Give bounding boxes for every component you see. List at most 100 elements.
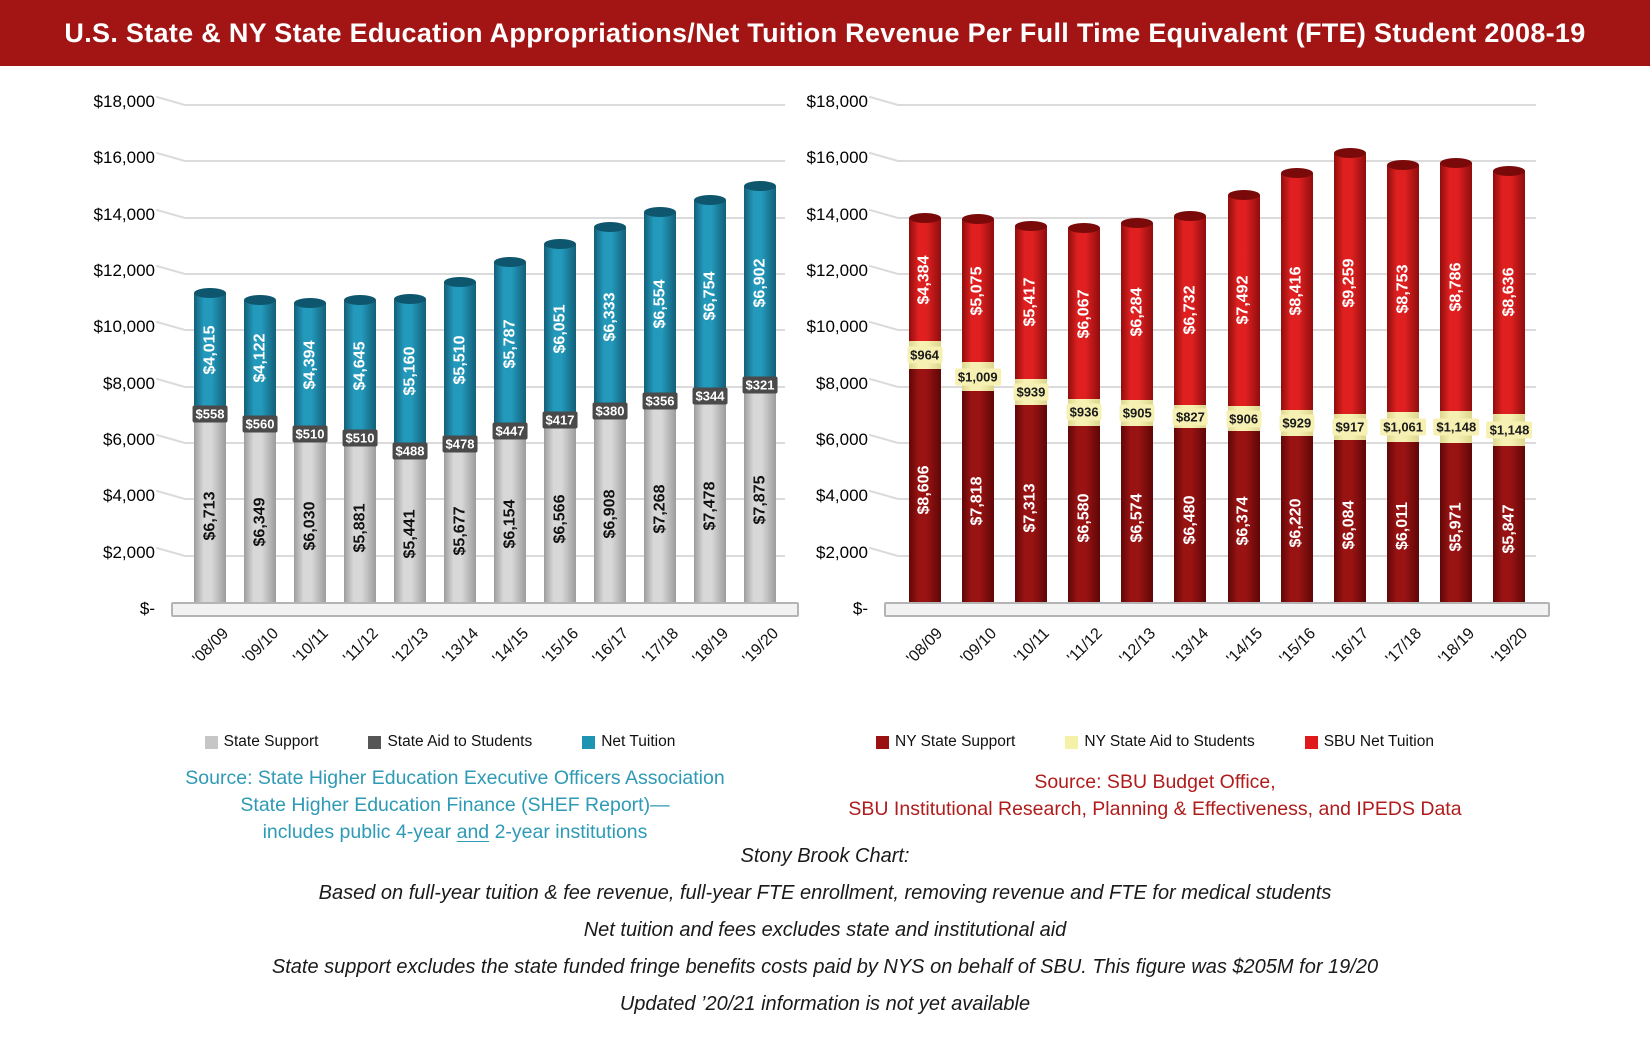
stacked-bar: $6,566 $417 $6,051 (542, 104, 578, 611)
bar-segment: $7,818 (961, 390, 994, 611)
y-axis-label: $8,000 (816, 373, 868, 393)
bar-value-label: $6,908 (601, 489, 618, 539)
bar-value-label: $7,875 (751, 475, 768, 525)
bar-slot: $5,971 $1,148 $8,786 '18/19 (1430, 104, 1483, 667)
bar-value-label: $6,154 (501, 499, 518, 549)
x-axis-label: '18/19 (1435, 625, 1479, 668)
page-title: U.S. State & NY State Education Appropri… (64, 17, 1586, 48)
bar-value-label: $6,284 (1128, 287, 1146, 337)
bar-segment: $939 (1013, 378, 1049, 406)
gridline-tick (155, 95, 186, 106)
bar-segment: $7,478 (694, 400, 726, 611)
bar-segment: $8,606 (908, 368, 941, 611)
footer-notes: Stony Brook Chart: Based on full-year tu… (0, 838, 1650, 1023)
bar-segment: $5,881 (344, 445, 376, 611)
gridline (868, 264, 1536, 275)
bar-segment: $4,015 (194, 288, 226, 407)
bar-value-label: $906 (1226, 410, 1262, 428)
gridline-tick (868, 546, 899, 557)
gridline (155, 95, 785, 106)
x-axis-label: '14/15 (1223, 625, 1266, 668)
bar-value-label: $6,902 (751, 258, 768, 308)
x-axis-label: '11/12 (340, 625, 383, 667)
legend-label: State Support (223, 733, 319, 750)
gridline (155, 264, 785, 275)
bar-segment: $8,416 (1280, 167, 1313, 410)
footer-line5: Updated ’20/21 information is not yet av… (619, 993, 1031, 1015)
sbu-source-note: Source: SBU Budget Office, SBU Instituti… (830, 769, 1480, 823)
bar-value-label: $6,574 (1128, 493, 1146, 543)
y-axis-label: $6,000 (103, 430, 155, 449)
y-axis-label: $18,000 (806, 92, 868, 111)
bar-segment: $380 (592, 402, 628, 420)
y-axis-label: $18,000 (93, 92, 155, 111)
gridline-tick (868, 377, 899, 388)
stacked-bar: $7,313 $939 $5,417 (1013, 104, 1049, 611)
bar-segment: $6,154 (494, 437, 526, 611)
gridline-tick (868, 152, 899, 163)
gridline (155, 208, 785, 219)
bar-slot: $7,313 $939 $5,417 '10/11 (1004, 104, 1057, 667)
stacked-bar: $6,220 $929 $8,416 (1279, 104, 1315, 611)
bar-segment: $8,786 (1440, 158, 1473, 411)
cylinder-cap (594, 222, 626, 233)
bar-value-label: $827 (1172, 408, 1208, 426)
bar-value-label: $558 (192, 405, 228, 423)
legend-swatch (876, 735, 890, 749)
stacked-bar: $6,030 $510 $4,394 (292, 104, 328, 611)
gridline-tick (155, 264, 186, 275)
bar-segment: $5,441 (394, 457, 426, 611)
x-axis-label: '11/12 (1064, 625, 1107, 667)
cylinder-cap (908, 213, 941, 223)
y-axis-label: $12,000 (806, 261, 868, 280)
bar-segment: $321 (742, 376, 778, 394)
footer-line2: Based on full-year tuition & fee revenue… (318, 882, 1332, 904)
gridline-tick (155, 208, 186, 219)
x-axis-label: '18/19 (689, 625, 733, 668)
y-axis-label: $10,000 (93, 317, 155, 337)
bar-segment: $1,148 (1433, 410, 1480, 443)
bar-value-label: $478 (442, 435, 478, 453)
bar-segment: $510 (292, 425, 328, 443)
cylinder-cap (194, 288, 226, 299)
bar-segment: $906 (1226, 405, 1262, 432)
bar-value-label: $6,051 (551, 304, 568, 354)
bar-value-label: $8,753 (1394, 264, 1412, 314)
bar-segment: $6,732 (1174, 210, 1207, 406)
legend-label: NY State Support (895, 733, 1016, 750)
bar-value-label: $929 (1279, 414, 1315, 432)
bar-slot: $5,847 $1,148 $8,636 '19/20 (1483, 104, 1536, 667)
bar-value-label: $447 (492, 422, 528, 440)
bar-slot: $7,478 $344 $6,754 '18/19 (685, 104, 735, 667)
bar-value-label: $6,566 (551, 494, 568, 543)
sbu-source-line1: Source: SBU Budget Office, (1034, 771, 1276, 793)
bar-segment: $478 (442, 435, 478, 453)
bar-value-label: $5,881 (351, 503, 368, 553)
x-axis-label: '19/20 (1488, 625, 1532, 668)
bar-value-label: $6,220 (1287, 498, 1305, 548)
bar-segment: $356 (642, 392, 678, 410)
y-axis-label: $4,000 (816, 486, 868, 506)
stacked-bar: $5,971 $1,148 $8,786 (1433, 104, 1480, 611)
bar-segment: $6,566 (544, 426, 576, 611)
bar-slot: $6,908 $380 $6,333 '16/17 (585, 104, 635, 667)
legend-label: NY State Aid to Students (1084, 733, 1255, 750)
cylinder-cap (394, 293, 426, 304)
y-axis-label: $4,000 (103, 486, 155, 506)
legend-item: NY State Aid to Students (1065, 733, 1255, 751)
y-axis-label: $2,000 (103, 542, 155, 562)
bar-value-label: $964 (907, 346, 943, 364)
stacked-bar: $7,818 $1,009 $5,075 (954, 104, 1001, 611)
cylinder-cap (1387, 160, 1420, 171)
bar-value-label: $6,084 (1340, 500, 1358, 550)
stacked-bar: $6,480 $827 $6,732 (1172, 104, 1208, 611)
gridline (868, 95, 1536, 106)
us-legend: State Support State Aid to Students Net Tu… (90, 733, 790, 751)
y-axis-label: $- (139, 599, 155, 618)
bar-slot: $6,566 $417 $6,051 '15/16 (535, 104, 585, 667)
bar-value-label: $6,067 (1075, 289, 1093, 339)
bar-segment: $905 (1119, 400, 1155, 426)
bar-value-label: $560 (242, 415, 278, 433)
y-axis-label: $- (852, 599, 868, 618)
